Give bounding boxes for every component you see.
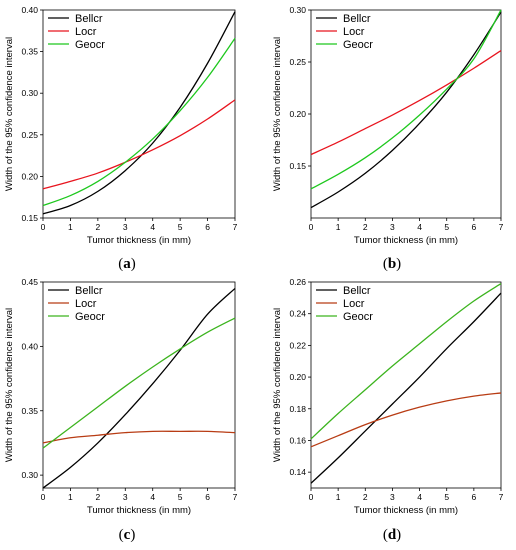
plot-frame: [310, 9, 502, 219]
plot-frame: [42, 9, 236, 219]
x-tick-label: 6: [205, 492, 210, 502]
series-line-locr: [42, 99, 236, 190]
y-tick-label: 0.18: [289, 404, 306, 414]
x-tick-label: 0: [309, 222, 314, 232]
series-line-geocr: [310, 283, 502, 440]
legend-label-geocr: Geocr: [343, 39, 373, 51]
x-axis-label: Tumor thickness (in mm): [354, 505, 458, 516]
series-line-geocr: [42, 317, 236, 449]
y-tick-label: 0.26: [289, 277, 306, 287]
legend-label-geocr: Geocr: [75, 311, 105, 323]
y-tick-label: 0.30: [21, 88, 38, 98]
legend-label-bellcr: Bellcr: [343, 13, 371, 25]
x-tick-label: 0: [309, 492, 314, 502]
chart-panel-a: 0 1 2 3 4 5 6 7 0.15 0.20 0.25 0.30 0.35 0.40 Tumor th…: [4, 5, 238, 272]
series-line-bellcr: [42, 287, 236, 489]
x-tick-label: 6: [205, 222, 210, 232]
x-tick-label: 5: [444, 222, 449, 232]
series-line-locr: [310, 392, 502, 448]
x-tick-label: 5: [178, 492, 183, 502]
plot-frame: [310, 281, 502, 489]
y-tick-label: 0.25: [21, 130, 38, 140]
x-tick-label: 3: [123, 492, 128, 502]
y-tick-label: 0.20: [289, 372, 306, 382]
x-tick-label: 2: [95, 222, 100, 232]
series-line-bellcr: [42, 11, 236, 215]
x-tick-label: 6: [471, 222, 476, 232]
series-line-geocr: [42, 37, 236, 207]
y-tick-label: 0.14: [289, 467, 306, 477]
x-tick-label: 7: [233, 492, 238, 502]
legend-label-geocr: Geocr: [75, 39, 105, 51]
legend-label-locr: Locr: [75, 26, 97, 38]
x-tick-label: 6: [471, 492, 476, 502]
chart-panel-c: 0 1 2 3 4 5 6 7 0.30 0.35 0.40 0.45 Tumor thickness …: [4, 277, 238, 543]
legend-label-bellcr: Bellcr: [75, 13, 103, 25]
y-axis-label: Width of the 95% confidence interval: [4, 308, 15, 462]
plot-frame: [42, 281, 236, 489]
x-tick-label: 5: [178, 222, 183, 232]
y-tick-label: 0.22: [289, 340, 306, 350]
y-tick-label: 0.35: [21, 406, 38, 416]
x-tick-label: 4: [150, 222, 155, 232]
y-tick-label: 0.24: [289, 309, 306, 319]
panel-caption: (c): [119, 527, 136, 543]
legend-label-locr: Locr: [343, 298, 365, 310]
legend-label-locr: Locr: [343, 26, 365, 38]
panel-caption: (b): [383, 256, 401, 272]
y-tick-label: 0.40: [21, 5, 38, 15]
x-tick-label: 3: [390, 222, 395, 232]
x-tick-label: 3: [390, 492, 395, 502]
x-tick-label: 2: [363, 492, 368, 502]
panel-caption: (d): [383, 527, 401, 543]
y-axis-label: Width of the 95% confidence interval: [4, 37, 15, 191]
x-tick-label: 4: [417, 492, 422, 502]
panel-caption: (a): [118, 256, 136, 272]
x-tick-label: 7: [233, 222, 238, 232]
x-tick-label: 1: [336, 492, 341, 502]
chart-panel-d: 0 1 2 3 4 5 6 7 0.14 0.16 0.18 0.20 0.22 0.24 0.26 Tumo…: [272, 277, 504, 543]
legend-label-bellcr: Bellcr: [343, 285, 371, 297]
x-tick-label: 4: [150, 492, 155, 502]
legend-label-locr: Locr: [75, 298, 97, 310]
x-tick-label: 0: [41, 222, 46, 232]
x-tick-label: 3: [123, 222, 128, 232]
x-tick-label: 2: [363, 222, 368, 232]
y-tick-label: 0.16: [289, 435, 306, 445]
y-axis-label: Width of the 95% confidence interval: [272, 37, 283, 191]
x-tick-label: 2: [95, 492, 100, 502]
x-tick-label: 1: [336, 222, 341, 232]
y-tick-label: 0.15: [289, 161, 306, 171]
series-line-locr: [42, 430, 236, 444]
legend-label-geocr: Geocr: [343, 311, 373, 323]
y-tick-label: 0.15: [21, 213, 38, 223]
y-tick-label: 0.25: [289, 57, 306, 67]
legend-label-bellcr: Bellcr: [75, 285, 103, 297]
y-tick-label: 0.30: [21, 470, 38, 480]
x-tick-label: 7: [499, 222, 504, 232]
series-line-locr: [310, 50, 502, 156]
x-axis-label: Tumor thickness (in mm): [87, 235, 191, 246]
y-tick-label: 0.20: [289, 109, 306, 119]
x-axis-label: Tumor thickness (in mm): [354, 235, 458, 246]
series-line-bellcr: [310, 11, 502, 209]
y-tick-label: 0.35: [21, 47, 38, 57]
series-line-bellcr: [310, 292, 502, 484]
y-tick-label: 0.30: [289, 5, 306, 15]
x-tick-label: 1: [68, 492, 73, 502]
x-tick-label: 0: [41, 492, 46, 502]
series-line-geocr: [310, 9, 502, 190]
x-tick-label: 1: [68, 222, 73, 232]
y-tick-label: 0.40: [21, 341, 38, 351]
x-tick-label: 4: [417, 222, 422, 232]
y-tick-label: 0.45: [21, 277, 38, 287]
x-tick-label: 5: [444, 492, 449, 502]
x-axis-label: Tumor thickness (in mm): [87, 505, 191, 516]
chart-panel-b: 0 1 2 3 4 5 6 7 0.15 0.20 0.25 0.30 Tumor thickness …: [272, 5, 504, 272]
x-tick-label: 7: [499, 492, 504, 502]
y-axis-label: Width of the 95% confidence interval: [272, 308, 283, 462]
y-tick-label: 0.20: [21, 171, 38, 181]
